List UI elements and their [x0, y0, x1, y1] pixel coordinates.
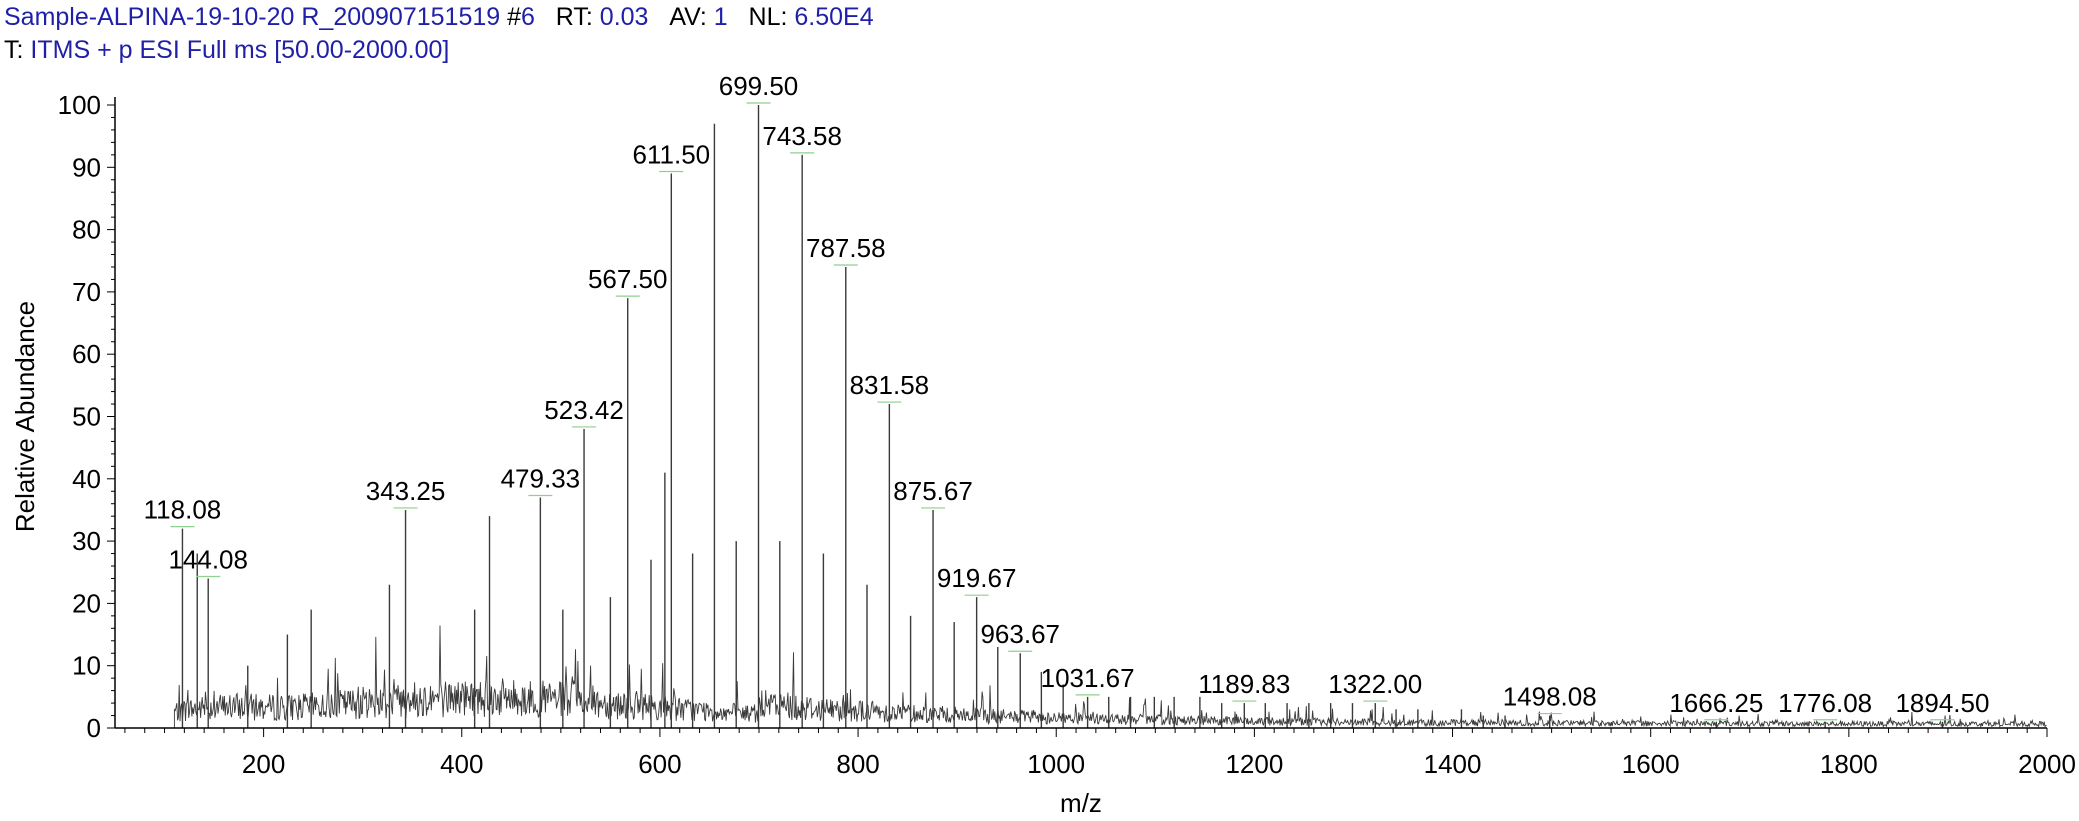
peak-label: 567.50 — [588, 264, 668, 294]
peak-label: 963.67 — [980, 619, 1060, 649]
peak-label: 699.50 — [719, 71, 799, 101]
peak-label: 1776.08 — [1778, 688, 1872, 718]
peak-label: 831.58 — [850, 370, 930, 400]
y-tick-label: 100 — [58, 90, 101, 120]
nl-value: 6.50E4 — [794, 3, 874, 31]
x-tick-label: 2000 — [2018, 749, 2076, 779]
x-axis-title: m/z — [1060, 788, 1102, 818]
peak-label: 787.58 — [806, 233, 886, 263]
y-tick-label: 40 — [72, 464, 101, 494]
peak-label: 523.42 — [544, 395, 624, 425]
peak-label: 743.58 — [762, 121, 842, 151]
peak-label: 144.08 — [168, 544, 248, 574]
rt-label: RT: — [555, 3, 593, 31]
y-tick-label: 0 — [87, 713, 101, 743]
peak-label: 1498.08 — [1503, 682, 1597, 712]
peak-label: 1894.50 — [1895, 688, 1989, 718]
y-tick-label: 60 — [72, 339, 101, 369]
x-tick-label: 1800 — [1820, 749, 1878, 779]
x-tick-label: 1600 — [1622, 749, 1680, 779]
x-tick-label: 200 — [242, 749, 285, 779]
peak-label: 118.08 — [144, 495, 222, 525]
axes: 0 10 20 30 40 50 60 70 80 90 100 200 400 600 800 1000 12… — [58, 90, 2076, 779]
y-tick-label: 30 — [72, 526, 101, 556]
x-tick-label: 1200 — [1225, 749, 1283, 779]
x-tick-label: 800 — [836, 749, 879, 779]
peak-labels: 118.08 144.08 343.25 479.33 523.42 567.50 611.… — [144, 71, 1989, 721]
y-tick-label: 90 — [72, 152, 101, 182]
y-tick-label: 70 — [72, 277, 101, 307]
peak-label: 1322.00 — [1328, 669, 1422, 699]
scan-prefix: # — [507, 3, 522, 31]
rt-value: 0.03 — [599, 3, 649, 31]
scan-filter: ITMS + p ESI Full ms [50.00-2000.00] — [30, 36, 450, 64]
y-tick-label: 50 — [72, 402, 101, 432]
header-line-2: T: ITMS + p ESI Full ms [50.00-2000.00] — [4, 35, 449, 65]
peak-label: 479.33 — [501, 463, 581, 493]
x-tick-label: 600 — [638, 749, 681, 779]
filter-label: T: — [4, 36, 24, 64]
y-axis-title: Relative Abundance — [10, 301, 40, 532]
peak-label: 1031.67 — [1041, 663, 1135, 693]
scan-number: 6 — [521, 3, 535, 31]
av-value: 1 — [713, 3, 728, 31]
y-tick-label: 80 — [72, 215, 101, 245]
baseline-noise-trace — [173, 625, 2047, 729]
header-line-1: Sample-ALPINA-19-10-20 R_200907151519 #6… — [4, 2, 874, 32]
peak-label: 1666.25 — [1669, 688, 1763, 718]
x-tick-label: 1400 — [1424, 749, 1482, 779]
peak-label: 611.50 — [633, 140, 711, 170]
av-label: AV: — [669, 3, 707, 31]
x-tick-label: 400 — [440, 749, 483, 779]
nl-label: NL: — [748, 3, 788, 31]
peak-label: 875.67 — [893, 476, 973, 506]
peak-label: 1189.83 — [1198, 669, 1290, 699]
y-tick-label: 10 — [72, 651, 101, 681]
y-tick-label: 20 — [72, 588, 101, 618]
sample-name: Sample-ALPINA-19-10-20 R_200907151519 — [4, 3, 501, 31]
peak-label: 343.25 — [366, 476, 446, 506]
x-tick-label: 1000 — [1027, 749, 1085, 779]
peak-label: 919.67 — [937, 563, 1017, 593]
spectrum-trace — [173, 105, 2047, 729]
